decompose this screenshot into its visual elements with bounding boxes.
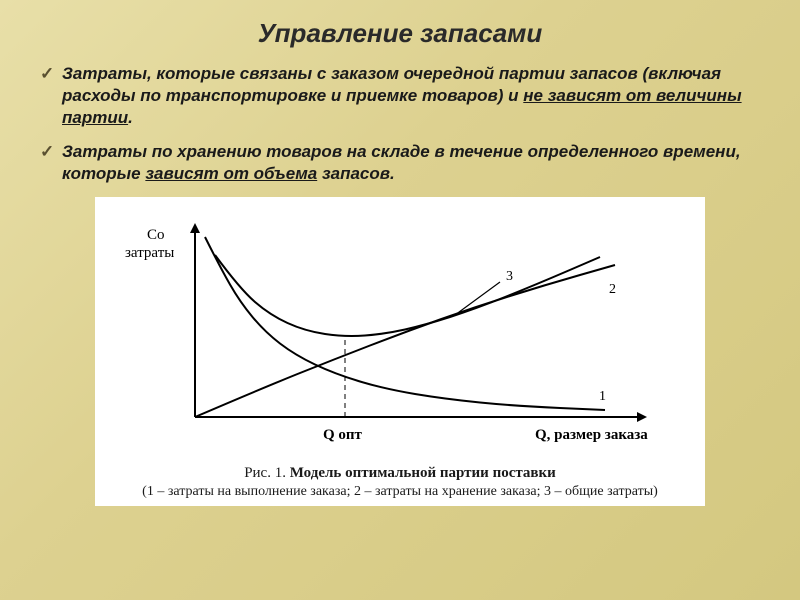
svg-text:3: 3 [506,269,513,284]
figure-title-bold: Модель оптимальной партии поставки [290,465,556,481]
slide: Управление запасами Затраты, которые свя… [0,0,800,600]
bullet-item: Затраты, которые связаны с заказом очере… [40,63,760,129]
figure-title-prefix: Рис. 1. [244,465,290,481]
bullet-text-underline: зависят от объема [145,164,317,183]
chart-container: Co затраты Q, размер заказа Q опт 1 2 3 Рис. 1… [95,197,705,506]
svg-text:затраты: затраты [125,245,174,261]
bullet-text-post: запасов. [317,164,395,183]
svg-text:1: 1 [599,389,606,404]
bullet-item: Затраты по хранению товаров на складе в … [40,141,760,185]
svg-text:Q, размер заказа: Q, размер заказа [535,427,648,443]
eoq-chart: Co затраты Q, размер заказа Q опт 1 2 3 [105,207,695,457]
svg-text:2: 2 [609,282,616,297]
bullet-text-post: . [128,108,133,127]
svg-text:Co: Co [147,227,165,243]
slide-title: Управление запасами [40,18,760,49]
figure-title: Рис. 1. Модель оптимальной партии постав… [105,465,695,482]
svg-text:Q опт: Q опт [323,427,363,443]
bullet-list: Затраты, которые связаны с заказом очере… [40,63,760,185]
figure-subtitle: (1 – затраты на выполнение заказа; 2 – з… [105,484,695,500]
